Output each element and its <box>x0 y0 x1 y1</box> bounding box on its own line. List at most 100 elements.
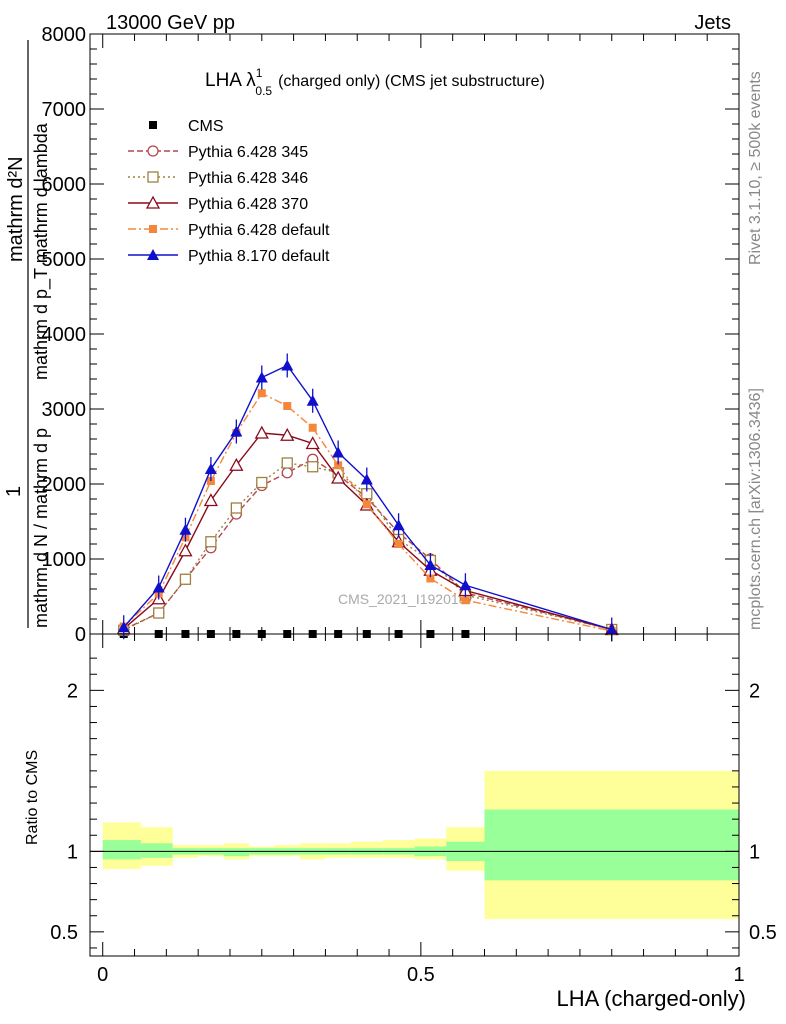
point-marker <box>605 623 618 635</box>
legend-label: Pythia 6.428 345 <box>188 144 308 161</box>
legend: CMS Pythia 6.428 345 Pythia 6.428 346 Pythi… <box>128 118 330 265</box>
point-marker <box>305 436 320 450</box>
x-axis-label: LHA (charged-only) <box>556 986 746 1011</box>
point-marker <box>204 463 217 474</box>
ratio-frame <box>89 633 740 957</box>
main-x-ticks <box>102 34 740 634</box>
ratio-band-inner <box>223 848 250 857</box>
energy-label: 13000 GeV pp <box>106 12 235 34</box>
plot-title-main: LHA λ <box>205 70 256 91</box>
point-marker <box>308 423 317 432</box>
legend-label: Pythia 8.170 default <box>188 248 330 265</box>
point-marker <box>145 195 161 209</box>
x-tick-label: 1 <box>733 964 744 986</box>
point-marker <box>461 596 470 605</box>
y-tick-label: 8000 <box>42 24 87 46</box>
point-marker <box>281 457 293 469</box>
legend-label: Pythia 6.428 default <box>188 222 330 239</box>
point-marker <box>283 402 292 410</box>
point-marker <box>203 493 218 507</box>
point-marker <box>281 359 294 371</box>
main-y-label: 1 mathrm d N / mathrm d p mathrm d²N mat… <box>3 40 52 628</box>
legend-label: Pythia 6.428 370 <box>188 196 308 213</box>
point-marker <box>257 389 266 398</box>
point-marker <box>153 607 165 619</box>
main-y-ticks: 0 1000 2000 3000 4000 5000 6000 7000 8000 <box>42 24 739 646</box>
point-marker <box>230 425 243 437</box>
point-marker <box>256 476 268 489</box>
point-marker <box>360 473 373 485</box>
point-marker <box>280 427 295 441</box>
point-marker <box>178 543 193 557</box>
point-marker <box>147 171 159 183</box>
ratio-band-inner <box>484 809 739 881</box>
y-tick-label: 0 <box>75 624 86 646</box>
point-marker <box>147 145 159 157</box>
plot-title-sup: 1 <box>256 66 263 80</box>
point-marker <box>149 121 157 129</box>
series-p8def <box>117 353 618 642</box>
point-marker <box>331 470 346 484</box>
plot-title: LHA λ1 0.5 (charged only) (CMS jet substru… <box>205 66 545 98</box>
ratio-bands <box>102 770 739 919</box>
ratio-x-ticks: 0 0.5 1 <box>97 634 745 986</box>
y-tick-label: 3000 <box>42 399 87 421</box>
rivet-label: Rivet 3.1.10, ≥ 500k events <box>747 71 764 265</box>
ratio-band-inner <box>140 843 173 858</box>
ratio-y-tick-label-right: 0.5 <box>749 922 777 944</box>
y-tick-label: 1000 <box>42 549 87 571</box>
ratio-y-tick-label: 1 <box>67 841 78 863</box>
point-marker <box>230 502 242 514</box>
y-label-prefix: 1 <box>3 486 25 497</box>
ratio-y-tick-label-right: 2 <box>749 680 760 702</box>
point-marker <box>147 249 159 260</box>
legend-label: CMS <box>188 118 224 135</box>
point-marker <box>179 523 192 535</box>
y-label-rest: mathrm d N / mathrm d p <box>31 428 51 628</box>
point-marker <box>152 581 165 593</box>
legend-label: Pythia 6.428 346 <box>188 170 308 187</box>
y-label-numerator: mathrm d²N <box>5 156 27 262</box>
series-line <box>123 458 612 631</box>
ratio-y-tick-label: 0.5 <box>50 922 78 944</box>
y-tick-label: 7000 <box>42 99 87 121</box>
y-label-denominator: mathrm d p_T mathrm d lambda <box>31 122 52 380</box>
point-marker <box>459 579 472 591</box>
plot-title-rest: (charged only) (CMS jet substructure) <box>278 73 545 90</box>
ratio-band-inner <box>102 840 141 860</box>
ratio-y-tick-label: 2 <box>67 680 78 702</box>
ratio-y-label: Ratio to CMS <box>24 750 41 845</box>
series-line <box>123 364 612 631</box>
point-marker <box>426 574 435 583</box>
point-marker <box>424 559 437 570</box>
ratio-y-ticks: 0.5 0.5 1 1 2 2 <box>50 657 777 949</box>
series-line <box>123 432 612 631</box>
point-marker <box>306 394 319 406</box>
point-marker <box>392 519 405 531</box>
point-marker <box>205 536 217 548</box>
point-marker <box>362 500 371 509</box>
ratio-panel: 0.5 0.51 12 2 0 0.5 1 Ratio to CMS LHA (charg… <box>24 633 777 1011</box>
main-panel: 0 1000 2000 3000 4000 5000 6000 7000 8000 CMS_20… <box>3 24 740 646</box>
series-line <box>123 392 612 632</box>
y-tick-label: 6000 <box>42 174 87 196</box>
point-marker <box>255 371 268 383</box>
point-marker <box>281 467 293 479</box>
x-tick-label: 0.5 <box>407 964 435 986</box>
point-marker <box>307 461 319 473</box>
point-marker <box>254 425 269 439</box>
mcplots-label: mcplots.cern.ch [arXiv:1306.3436] <box>747 388 764 630</box>
watermark: CMS_2021_I1920187 <box>338 591 474 607</box>
ratio-y-tick-label-right: 1 <box>749 841 760 863</box>
series-line <box>123 462 612 631</box>
point-marker <box>394 540 403 548</box>
point-marker <box>334 461 343 470</box>
y-tick-label: 4000 <box>42 324 87 346</box>
plot-title-sub: 0.5 <box>255 84 272 98</box>
process-label: Jets <box>694 12 731 34</box>
y-tick-label: 5000 <box>42 249 87 271</box>
point-marker <box>149 225 157 233</box>
point-marker <box>117 621 130 633</box>
x-tick-label: 0 <box>97 964 108 986</box>
